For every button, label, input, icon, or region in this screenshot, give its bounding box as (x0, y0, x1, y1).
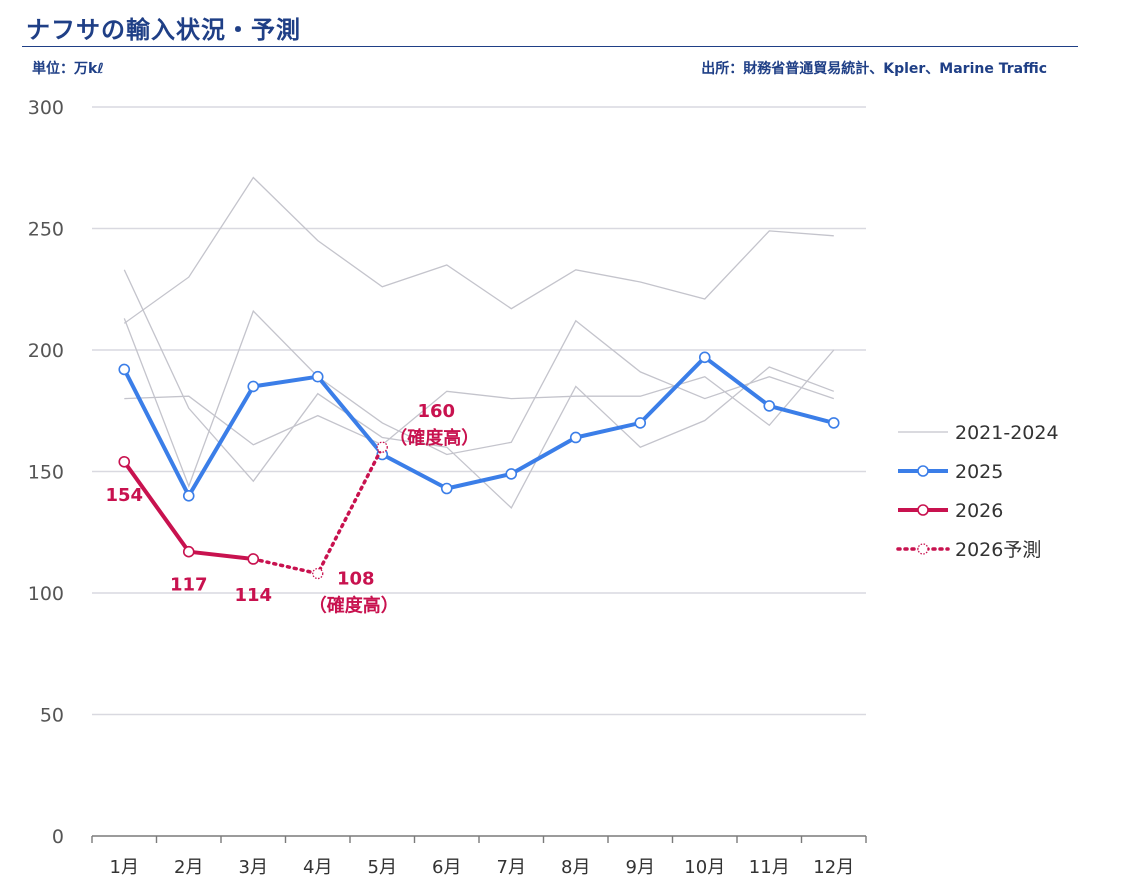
point-2025 (763, 400, 776, 412)
x-tick-label: 6月 (432, 857, 461, 878)
y-axis-ticks: 0 50 100 150 200 250 300 (28, 97, 64, 848)
data-labels: 154 117 114 108 （確度高） 160 （確度高） (105, 401, 479, 616)
x-tick-label: 11月 (749, 857, 790, 878)
data-label: 117 (170, 575, 208, 596)
x-tick-label: 10月 (684, 857, 725, 878)
legend-swatch-marker (917, 465, 929, 477)
point-2026 (247, 553, 260, 565)
point-2026 (118, 455, 131, 468)
point-2026-forecast (312, 567, 324, 580)
point-2026-forecast (376, 441, 388, 453)
legend-label: 2026 (955, 500, 1003, 522)
series-line-history (123, 309, 835, 488)
y-tick-label: 250 (28, 219, 64, 241)
series-lines (118, 176, 840, 580)
x-tick-label: 7月 (497, 857, 526, 878)
data-label: 108 (337, 569, 375, 590)
x-tick-label: 2月 (174, 857, 203, 878)
point-2025 (311, 370, 324, 383)
grid-lines (92, 106, 866, 716)
legend-swatch-marker (917, 543, 929, 555)
legend-swatch-marker (917, 504, 929, 516)
x-tick-label: 5月 (368, 857, 397, 878)
point-2025 (118, 363, 131, 376)
series-line-history (123, 176, 834, 324)
y-tick-label: 150 (28, 462, 64, 484)
data-label: 160 (417, 401, 455, 422)
point-2025 (634, 417, 647, 429)
y-tick-label: 300 (28, 97, 64, 119)
legend-label: 2025 (955, 461, 1003, 483)
x-tick-label: 12月 (813, 857, 854, 878)
series-line-2025 (122, 355, 835, 498)
source-label: 出所：財務省普通貿易統計、Kpler、Marine Traffic (701, 61, 1047, 77)
data-label: 154 (105, 485, 143, 506)
page-title: ナフサの輸入状況・予測 (26, 16, 301, 44)
series-line-2026 (122, 460, 254, 561)
series-line-history (123, 269, 835, 509)
point-2025 (440, 482, 453, 495)
legend: 2021-2024 2025 2026 2026予測 (896, 422, 1059, 561)
point-2025 (569, 431, 582, 444)
y-tick-label: 100 (28, 583, 64, 605)
y-tick-label: 50 (40, 705, 64, 727)
data-label: 114 (234, 585, 272, 606)
x-tick-label: 4月 (303, 857, 332, 878)
series-line-2026-forecast (251, 445, 385, 576)
unit-label: 単位：万kℓ (32, 61, 104, 77)
point-2025 (827, 417, 840, 429)
data-label-note: （確度高） (389, 427, 479, 449)
legend-label: 2021-2024 (955, 422, 1059, 444)
y-tick-label: 200 (28, 340, 64, 362)
point-2025 (182, 489, 195, 502)
point-2025 (698, 351, 711, 364)
x-tick-label: 1月 (110, 857, 139, 878)
legend-label: 2026予測 (955, 539, 1041, 561)
title-divider (22, 46, 1078, 47)
point-2026 (182, 545, 195, 558)
series-line-history (124, 349, 835, 446)
x-tick-label: 8月 (561, 857, 590, 878)
data-label-note: （確度高） (309, 595, 399, 617)
point-2025 (247, 380, 260, 393)
x-tick-label: 3月 (239, 857, 268, 878)
y-tick-label: 0 (52, 826, 64, 848)
point-2025 (505, 468, 518, 480)
x-axis: 1月 2月 3月 4月 5月 6月 7月 8月 9月 10月 11月 12月 (91, 835, 867, 878)
x-tick-label: 9月 (626, 857, 655, 878)
